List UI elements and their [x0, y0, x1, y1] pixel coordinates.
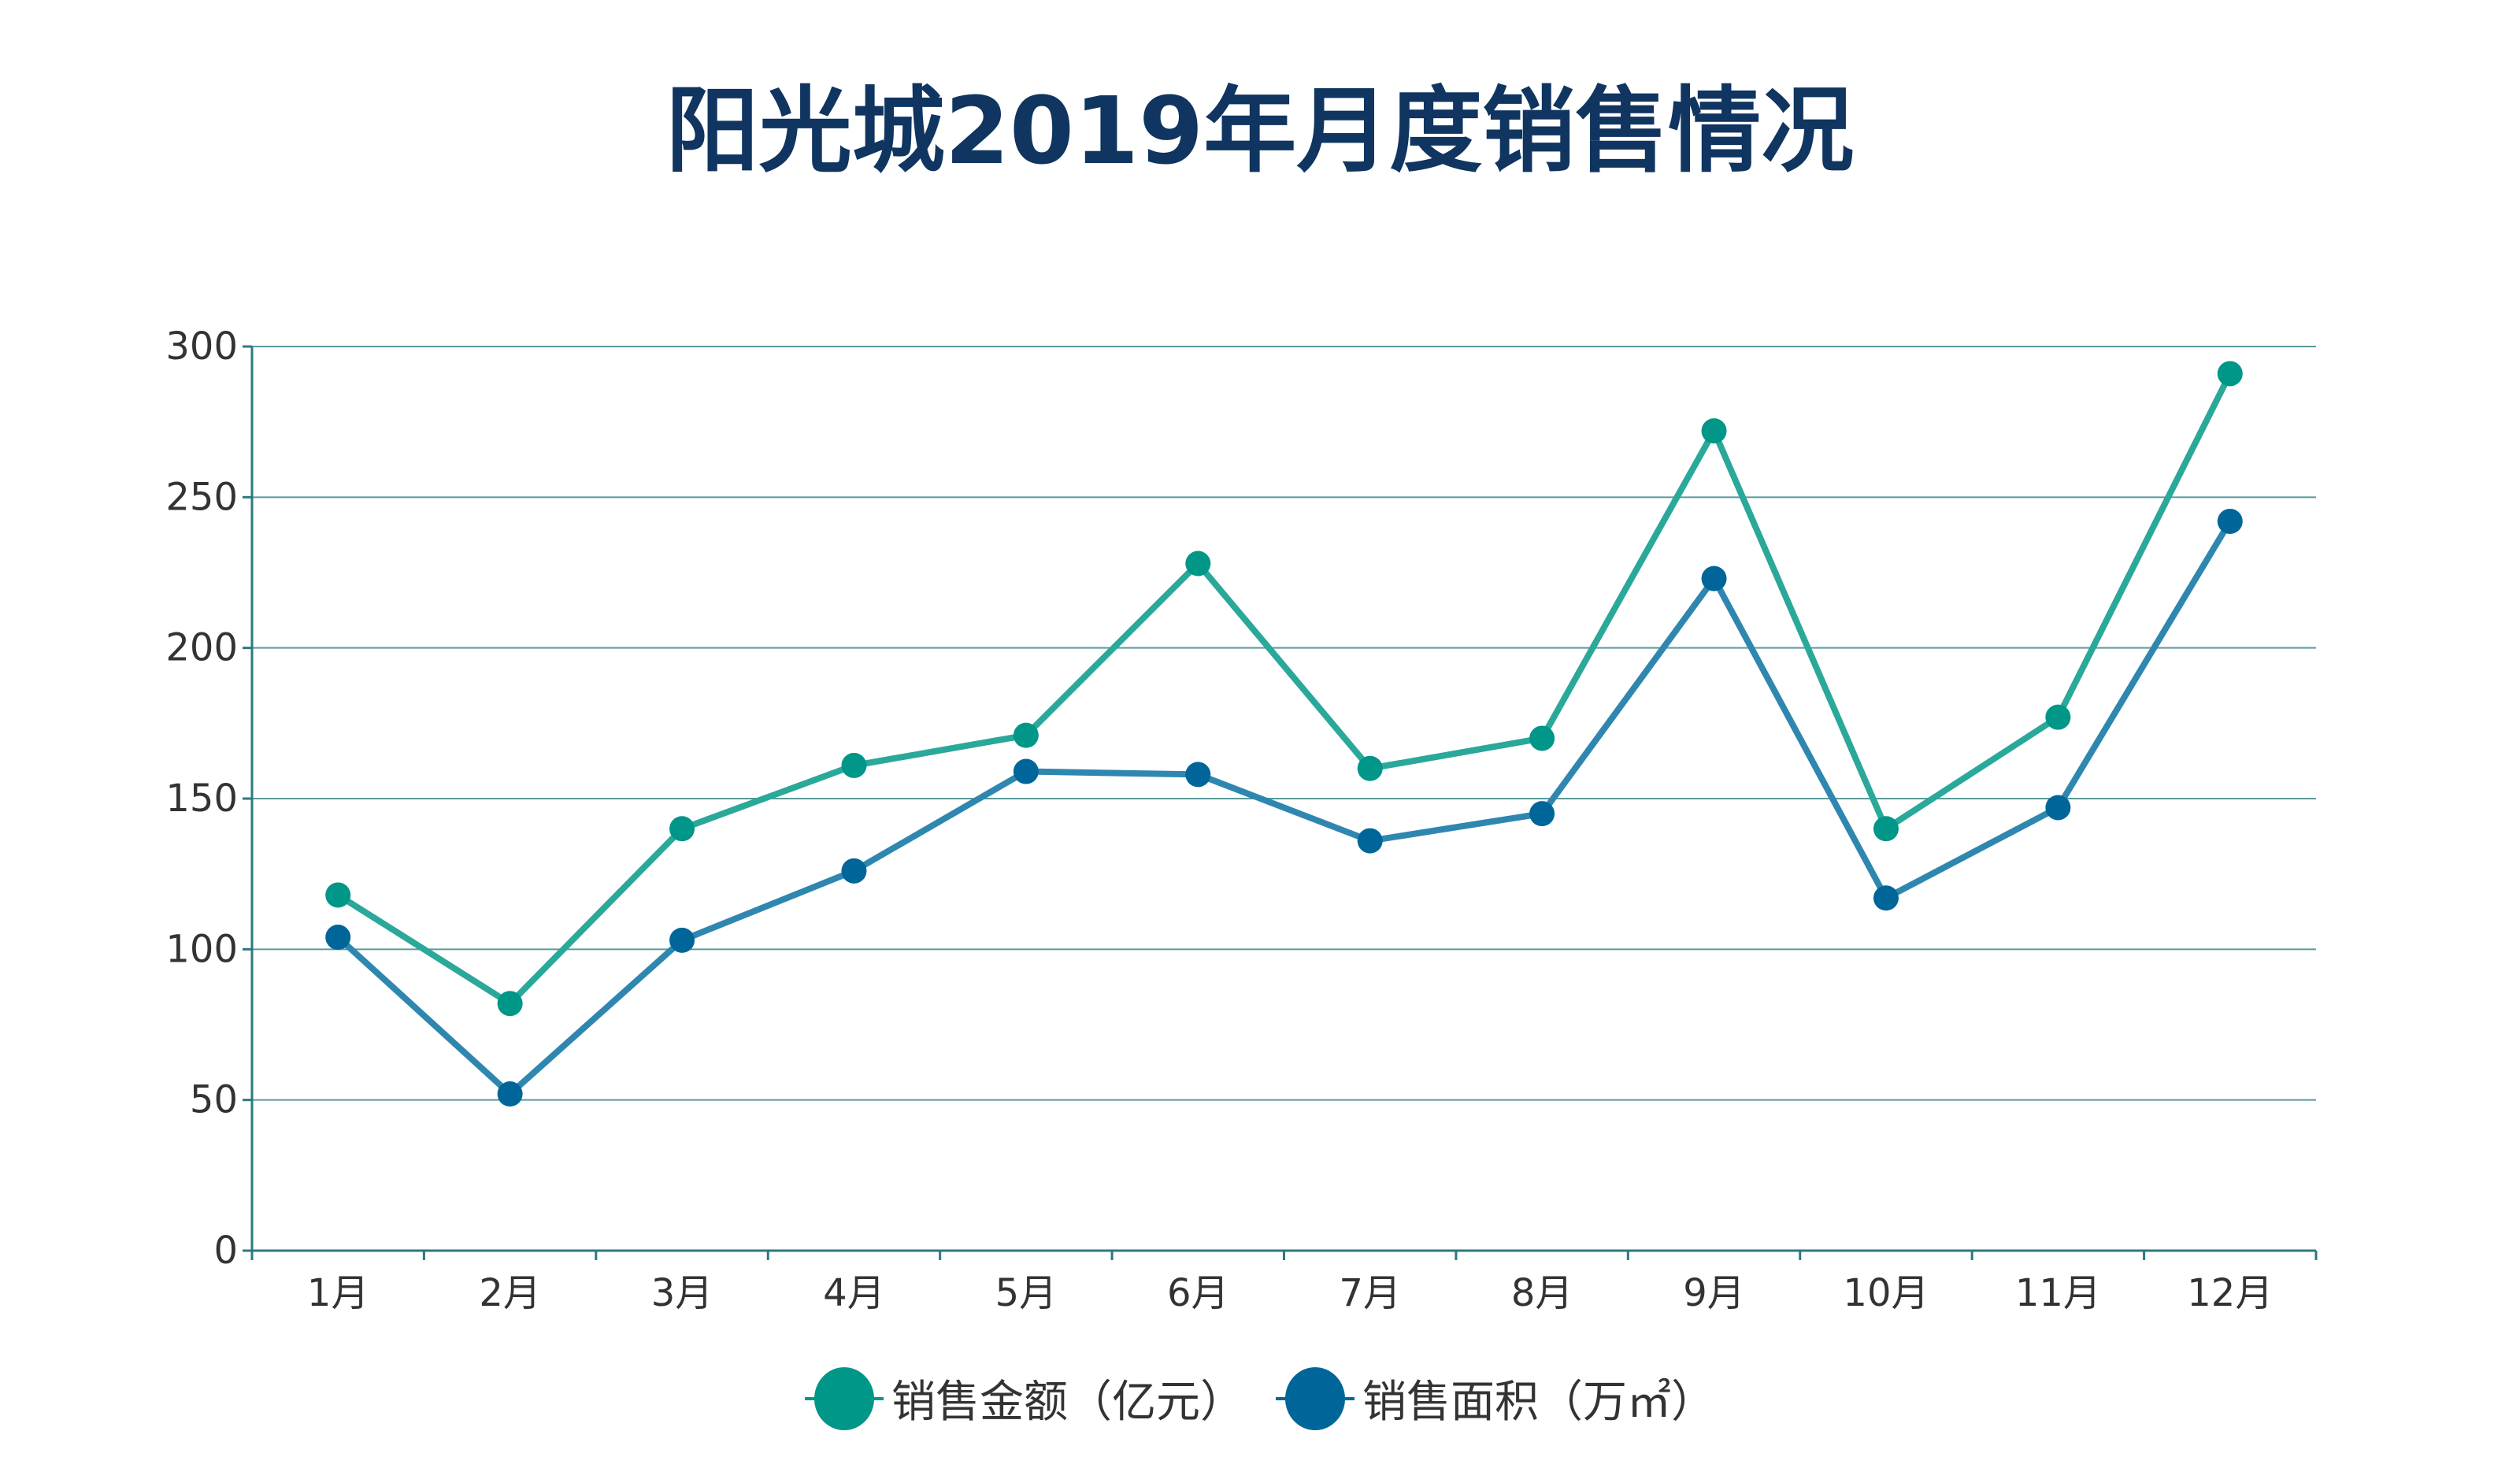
series-line-1	[335, 519, 2233, 1098]
legend-item-sales-area[interactable]: 销售面积（万㎡）	[1276, 1366, 1715, 1430]
data-point-0-5	[1185, 551, 1211, 576]
data-point-0-9	[1873, 816, 1899, 842]
y-tick-label: 100	[165, 927, 238, 971]
data-point-1-7	[1529, 801, 1555, 827]
data-point-1-5	[1185, 762, 1211, 788]
x-tick-label: 6月	[1167, 1271, 1229, 1315]
data-point-0-10	[2045, 704, 2071, 730]
x-tick-label: 12月	[2187, 1271, 2273, 1315]
data-point-0-4	[1013, 722, 1039, 748]
data-point-0-0	[325, 882, 351, 908]
data-point-1-9	[1873, 885, 1899, 911]
legend-marker-icon	[1276, 1366, 1354, 1430]
data-point-1-3	[841, 858, 867, 884]
y-tick-label: 0	[213, 1229, 238, 1273]
data-point-0-11	[2217, 361, 2243, 387]
y-tick-label: 250	[165, 475, 238, 519]
data-point-0-3	[841, 752, 867, 778]
legend-label: 销售金额（亿元）	[891, 1377, 1244, 1428]
y-tick-label: 200	[165, 626, 238, 670]
legend-label: 销售面积（万㎡）	[1362, 1377, 1715, 1428]
y-tick-label: 150	[165, 777, 238, 821]
y-tick-label: 50	[190, 1078, 238, 1122]
data-point-1-1	[497, 1081, 523, 1107]
x-tick-label: 5月	[995, 1271, 1058, 1315]
data-point-0-7	[1529, 725, 1555, 751]
data-point-1-8	[1701, 565, 1727, 591]
data-point-1-6	[1357, 828, 1383, 854]
data-point-1-11	[2217, 508, 2243, 534]
data-point-0-6	[1357, 755, 1383, 781]
data-point-1-0	[325, 925, 351, 951]
data-point-0-2	[669, 816, 695, 842]
x-tick-label: 4月	[823, 1271, 885, 1315]
series-line-0	[336, 372, 2233, 1007]
data-point-1-2	[669, 927, 695, 953]
x-tick-label: 2月	[479, 1271, 541, 1315]
data-point-0-8	[1701, 418, 1727, 444]
x-tick-label: 7月	[1339, 1271, 1401, 1315]
legend-marker-icon	[805, 1366, 884, 1430]
x-tick-label: 3月	[651, 1271, 713, 1315]
x-tick-label: 1月	[307, 1271, 369, 1315]
x-tick-label: 10月	[1843, 1271, 1929, 1315]
x-tick-label: 8月	[1511, 1271, 1573, 1315]
chart-title: 阳光城2019年月度销售情况	[665, 76, 1855, 185]
legend-item-sales-amount[interactable]: 销售金额（亿元）	[805, 1366, 1244, 1430]
x-tick-label: 9月	[1683, 1271, 1745, 1315]
x-tick-label: 11月	[2015, 1271, 2101, 1315]
data-point-1-4	[1013, 758, 1039, 784]
data-point-0-1	[497, 991, 523, 1017]
y-tick-label: 300	[165, 324, 238, 369]
legend: 销售金额（亿元） 销售面积（万㎡）	[0, 1366, 2520, 1430]
data-point-1-10	[2045, 795, 2071, 821]
